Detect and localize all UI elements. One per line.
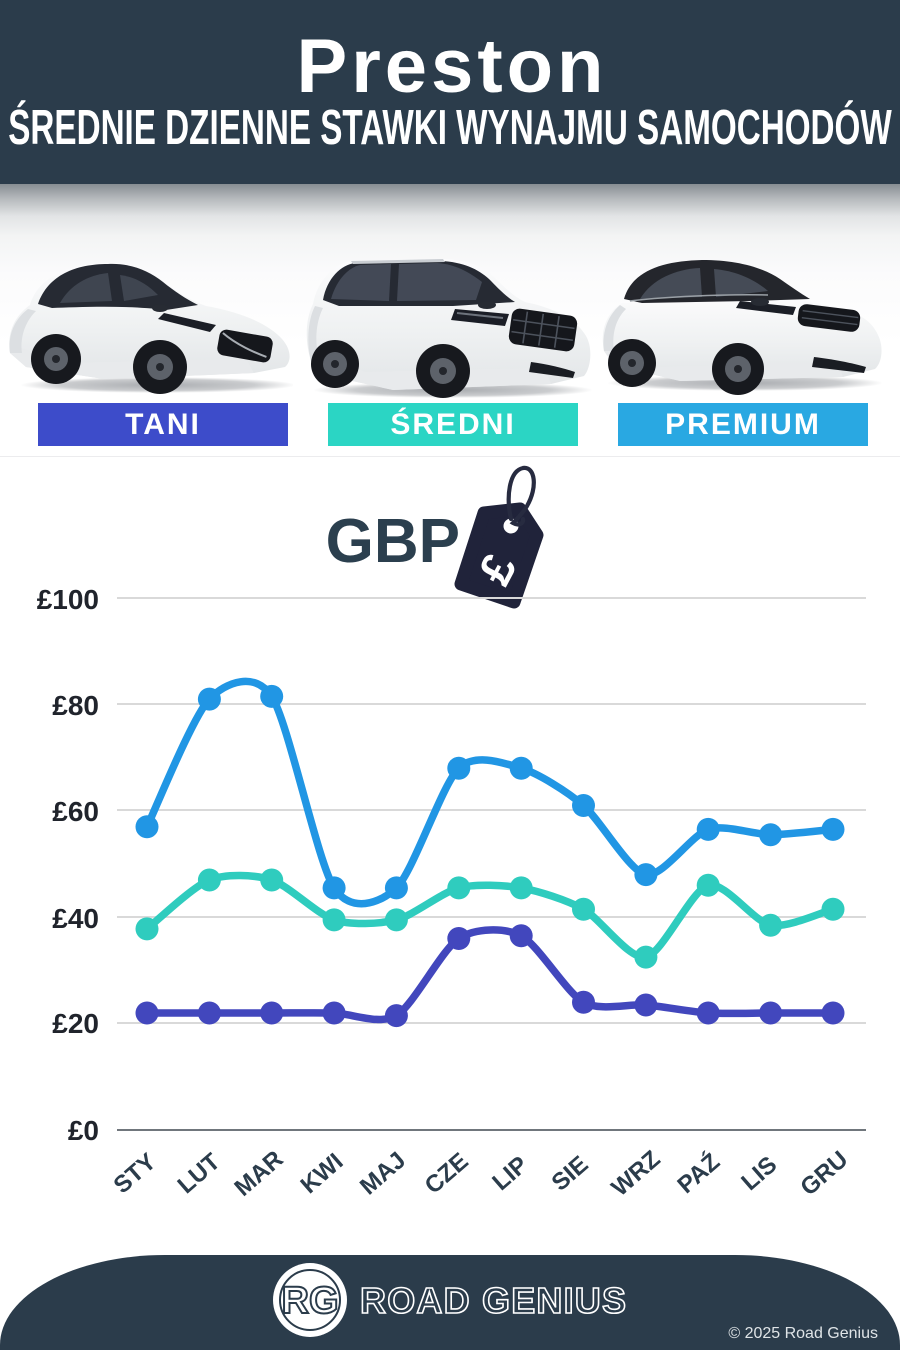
svg-text:ROAD GENIUS: ROAD GENIUS <box>360 1280 627 1321</box>
svg-text:RG: RG <box>282 1280 339 1322</box>
